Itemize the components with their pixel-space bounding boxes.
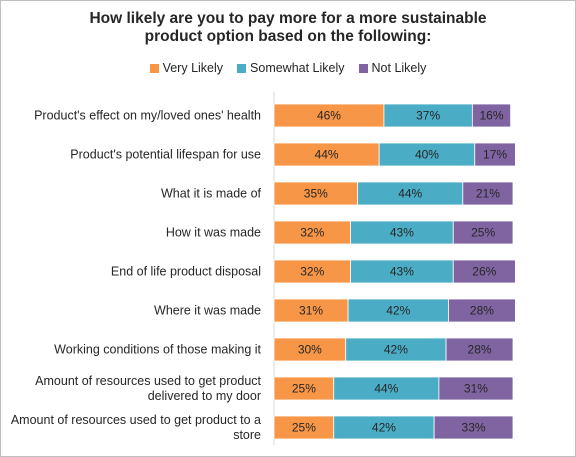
bar-value-label: 43% (390, 226, 414, 240)
bar-value-label: 42% (384, 343, 408, 357)
bar-value-label: 28% (468, 343, 492, 357)
bar-value-label: 43% (390, 265, 414, 279)
legend-label-very-likely: Very Likely (162, 61, 224, 75)
legend-swatch-very-likely (149, 63, 159, 73)
bar-value-label: 42% (372, 421, 396, 435)
bar-value-label: 25% (292, 382, 316, 396)
bar-value-label: 17% (483, 148, 507, 162)
category-label: Amount of resources used to get product … (11, 413, 261, 442)
bar-value-label: 37% (416, 109, 440, 123)
bar-value-label: 16% (479, 109, 503, 123)
bar-value-label: 26% (472, 265, 496, 279)
bar-value-label: 31% (299, 304, 323, 318)
bar-segment (452, 220, 514, 245)
chart-title-line-1: How likely are you to pay more for a mor… (89, 10, 487, 27)
bar-value-label: 44% (374, 382, 398, 396)
bar-value-label: 35% (304, 187, 328, 201)
legend-item-somewhat-likely: Somewhat Likely (237, 61, 345, 75)
legend-swatch-not-likely (358, 63, 368, 73)
bar-value-label: 32% (300, 226, 324, 240)
bar-value-label: 32% (300, 265, 324, 279)
bar-segment (462, 181, 514, 206)
category-label: How it was made (166, 226, 261, 240)
bar-segment (438, 376, 514, 401)
chart-title-line-2: product option based on the following: (144, 28, 432, 45)
category-label: Working conditions of those making it (54, 343, 261, 357)
bar-segment (445, 337, 514, 362)
bar-segment (448, 298, 516, 323)
bar-value-label: 21% (476, 187, 500, 201)
category-label: Where it was made (154, 304, 261, 318)
bar-value-label: 30% (298, 343, 322, 357)
bar-value-label: 44% (315, 148, 339, 162)
legend-swatch-somewhat-likely (237, 63, 247, 73)
bar-value-label: 33% (462, 421, 486, 435)
bar-value-label: 46% (317, 109, 341, 123)
bar-value-label: 31% (464, 382, 488, 396)
category-label: Product's effect on my/loved ones' healt… (34, 109, 261, 123)
bar-value-label: 40% (415, 148, 439, 162)
bar-value-label: 25% (292, 421, 316, 435)
category-label: What it is made of (161, 187, 262, 201)
bar-segment (433, 415, 514, 440)
chart-legend: Very Likely Somewhat Likely Not Likely (0, 61, 576, 75)
bar-segment (452, 259, 516, 284)
chart-title: How likely are you to pay more for a mor… (0, 10, 576, 46)
bar-value-label: 25% (471, 226, 495, 240)
bar-segment (471, 103, 512, 128)
legend-item-not-likely: Not Likely (358, 61, 427, 75)
category-label: Amount of resources used to get product d… (35, 374, 261, 403)
category-label: End of life product disposal (111, 265, 261, 279)
category-label: Product's potential lifespan for use (70, 148, 261, 162)
bar-value-label: 42% (386, 304, 410, 318)
legend-label-not-likely: Not Likely (371, 61, 427, 75)
legend-label-somewhat-likely: Somewhat Likely (250, 61, 345, 75)
bar-value-label: 44% (398, 187, 422, 201)
bar-segment (474, 142, 516, 167)
bar-value-label: 28% (470, 304, 494, 318)
legend-item-very-likely: Very Likely (149, 61, 224, 75)
